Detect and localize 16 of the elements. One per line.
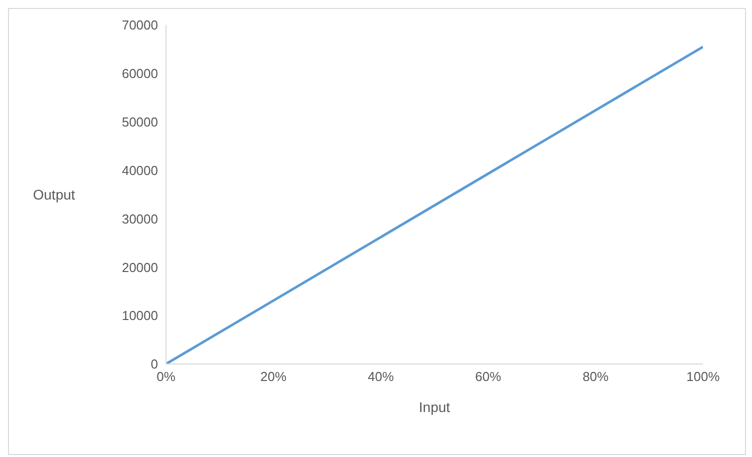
y-tick-label: 50000: [122, 114, 158, 130]
y-tick-label: 20000: [122, 260, 158, 275]
y-tick-label: 0: [150, 356, 158, 372]
x-axis-title: Input: [418, 399, 450, 415]
x-tick-label: 80%: [582, 369, 610, 384]
y-tick-label: 30000: [122, 211, 158, 226]
x-tick-label: 40%: [368, 369, 394, 384]
y-tick-label: 70000: [122, 18, 158, 33]
y-axis-title: Output: [33, 186, 76, 202]
x-tick-label: 20%: [260, 369, 287, 384]
y-tick-label: 40000: [122, 162, 158, 178]
y-tick-label: 60000: [122, 66, 158, 82]
x-tick-label: 60%: [475, 369, 502, 384]
x-tick-label: 100%: [686, 369, 720, 384]
y-tick-label: 10000: [122, 308, 158, 324]
x-tick-label: 0%: [156, 369, 176, 384]
